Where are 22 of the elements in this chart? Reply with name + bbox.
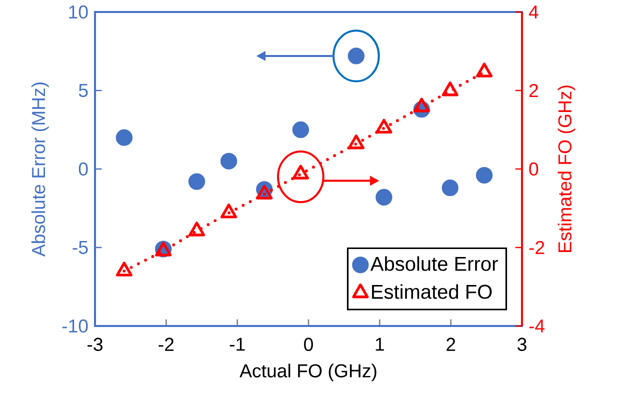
x-tick-label: 1 [376,338,384,351]
x-tick-label: -3 [88,338,102,352]
y-tick-label: 5 [78,84,88,98]
x-tick-label: 2 [446,338,456,351]
x-axis-title: Actual FO (GHz) [240,364,376,382]
y-tick-label: 0 [78,162,88,176]
x-tick-label: 3 [518,338,526,352]
x-tick-label: -2 [158,338,174,351]
x-tick-label: 0 [304,338,313,352]
y-tick-label: -10 [62,319,88,333]
y2-tick-label: -2 [529,240,544,254]
legend-label: Estimated FO [372,284,492,299]
y2-tick-label: -4 [529,320,545,332]
y-tick-label: 10 [69,5,88,19]
y-tick-label: -5 [72,240,88,254]
x-tick-label: -1 [230,338,245,351]
y-axis-title: Absolute Error (MHz) [31,82,49,257]
legend-label: Absolute Error [370,256,498,271]
y2-tick-label: 2 [529,84,538,98]
y2-tick-label: 4 [528,6,538,18]
y2-axis-title: Estimated FO (GHz) [558,86,576,252]
y2-tick-label: 0 [529,162,538,176]
